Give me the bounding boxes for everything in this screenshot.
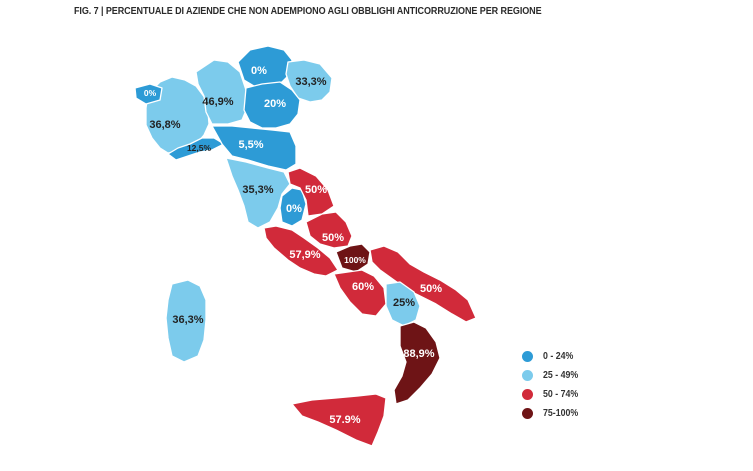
label-emilia: 5,5%: [238, 139, 263, 151]
region-molise[interactable]: [335, 243, 371, 273]
label-valle-aosta: 0%: [144, 88, 157, 98]
legend-item-50-74: 50 - 74%: [522, 385, 583, 404]
legend-item-0-24: 0 - 24%: [522, 347, 583, 366]
legend-label-50-74: 50 - 74%: [543, 389, 579, 400]
region-emilia[interactable]: [211, 125, 297, 171]
label-toscana: 35,3%: [242, 184, 273, 196]
label-liguria: 12,5%: [187, 143, 212, 153]
region-puglia[interactable]: [369, 245, 477, 323]
legend-label-75-100: 75-100%: [543, 408, 579, 419]
region-friuli[interactable]: [285, 59, 333, 103]
label-sicilia: 57.9%: [329, 414, 360, 426]
label-piemonte: 36,8%: [149, 119, 180, 131]
label-lombardia: 46,9%: [202, 96, 233, 108]
legend-label-25-49: 25 - 49%: [543, 370, 579, 381]
figure-title: FIG. 7 | PERCENTUALE DI AZIENDE CHE NON …: [74, 5, 542, 17]
legend-item-25-49: 25 - 49%: [522, 366, 583, 385]
legend-swatch-25-49: [522, 370, 533, 381]
region-veneto[interactable]: [243, 81, 301, 129]
region-campania[interactable]: [333, 269, 387, 317]
region-lombardia[interactable]: [195, 59, 248, 125]
label-puglia: 50%: [420, 283, 442, 295]
label-trentino: 0%: [251, 65, 267, 77]
region-sicilia[interactable]: [291, 393, 387, 447]
label-sardegna: 36,3%: [172, 314, 203, 326]
label-marche: 50%: [305, 184, 327, 196]
region-valle-aosta[interactable]: [134, 83, 163, 105]
label-calabria: 88,9%: [403, 348, 434, 360]
region-toscana[interactable]: [225, 157, 291, 229]
label-umbria: 0%: [286, 203, 302, 215]
legend: 0 - 24% 25 - 49% 50 - 74% 75-100%: [522, 347, 583, 423]
region-basilicata[interactable]: [385, 281, 421, 327]
label-basilicata: 25%: [393, 297, 415, 309]
label-abruzzo: 50%: [322, 232, 344, 244]
legend-swatch-50-74: [522, 389, 533, 400]
legend-label-0-24: 0 - 24%: [543, 351, 574, 362]
legend-item-75-100: 75-100%: [522, 404, 583, 423]
region-abruzzo[interactable]: [305, 211, 353, 249]
region-umbria[interactable]: [279, 187, 307, 227]
label-veneto: 20%: [264, 98, 286, 110]
region-sardegna[interactable]: [165, 279, 207, 363]
label-lazio: 57,9%: [289, 249, 320, 261]
region-lazio[interactable]: [263, 225, 339, 277]
label-molise: 100%: [344, 255, 366, 265]
label-friuli: 33,3%: [295, 76, 326, 88]
label-campania: 60%: [352, 281, 374, 293]
legend-swatch-0-24: [522, 351, 533, 362]
legend-swatch-75-100: [522, 408, 533, 419]
region-calabria[interactable]: [393, 321, 441, 405]
